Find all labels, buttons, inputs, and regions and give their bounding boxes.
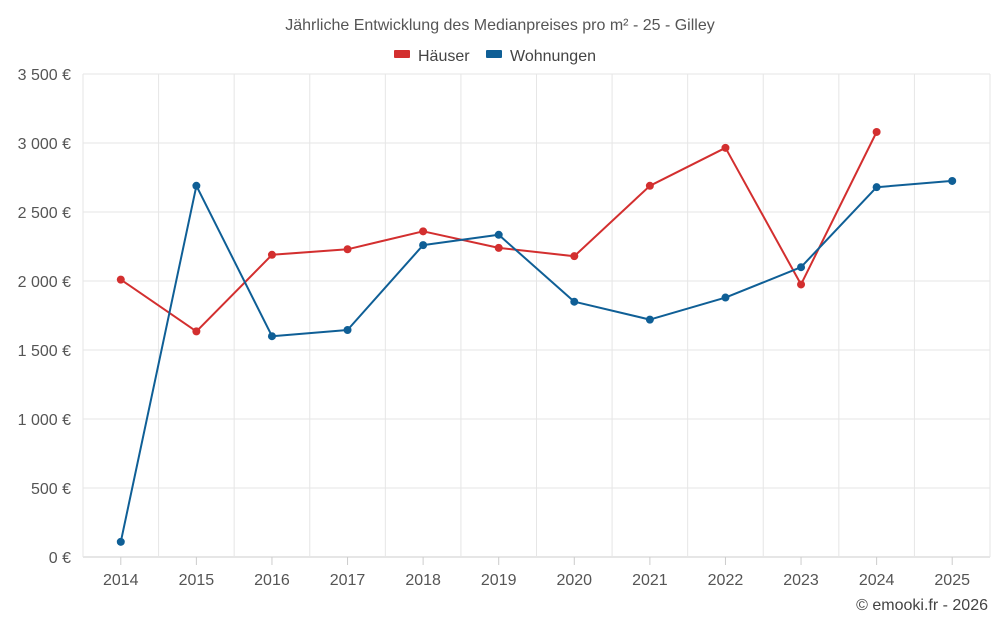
x-tick-label: 2017 [330,572,366,589]
data-point-wohnungen[interactable] [570,297,579,306]
data-point-wohnungen[interactable] [192,181,201,190]
y-tick-label: 3 000 € [18,136,71,153]
chart-credit: © emooki.fr - 2026 [856,597,988,614]
x-tick-label: 2020 [556,572,592,589]
data-point-haeuser[interactable] [570,252,579,261]
x-tick-label: 2022 [708,572,744,589]
data-point-wohnungen[interactable] [872,183,881,192]
x-tick-label: 2024 [859,572,895,589]
data-point-haeuser[interactable] [872,127,881,136]
legend-item-wohnungen[interactable]: Wohnungen [486,48,596,65]
y-tick-label: 500 € [31,481,71,498]
series [116,127,957,546]
legend-swatch-haeuser [394,50,410,58]
data-point-haeuser[interactable] [116,275,125,284]
legend-swatch-wohnungen [486,50,502,58]
y-axis-ticks: 0 € 500 € 1 000 € 1 500 € 2 000 € 2 500 € 3 00… [18,67,71,567]
x-tick-label: 2015 [179,572,215,589]
legend-label-haeuser: Häuser [418,48,470,65]
data-point-wohnungen[interactable] [645,315,654,324]
data-point-haeuser[interactable] [494,243,503,252]
chart-title: Jährliche Entwicklung des Medianpreises … [285,17,715,34]
data-point-wohnungen[interactable] [267,332,276,341]
data-point-haeuser[interactable] [192,327,201,336]
data-point-wohnungen[interactable] [116,537,125,546]
data-point-wohnungen[interactable] [721,293,730,302]
data-point-haeuser[interactable] [419,227,428,236]
data-point-wohnungen[interactable] [948,176,957,185]
grid [82,73,991,558]
data-point-wohnungen[interactable] [494,230,503,239]
x-tick-label: 2021 [632,572,668,589]
x-tick-label: 2025 [934,572,970,589]
x-tick-label: 2018 [405,572,441,589]
data-point-wohnungen[interactable] [419,241,428,250]
legend-label-wohnungen: Wohnungen [510,48,596,65]
x-tick-label: 2023 [783,572,819,589]
y-tick-label: 0 € [49,550,71,567]
y-tick-label: 2 500 € [18,205,71,222]
legend-item-haeuser[interactable]: Häuser [394,48,470,65]
legend: Häuser Wohnungen [394,48,596,65]
y-tick-label: 1 000 € [18,412,71,429]
data-point-haeuser[interactable] [267,250,276,259]
data-point-haeuser[interactable] [343,245,352,254]
data-point-wohnungen[interactable] [343,325,352,334]
data-point-wohnungen[interactable] [797,263,806,272]
x-axis-ticks: 2014 2015 2016 2017 2018 2019 2020 2021 2022 2023… [103,557,970,589]
y-tick-label: 3 500 € [18,67,71,84]
y-tick-label: 1 500 € [18,343,71,360]
data-point-haeuser[interactable] [645,181,654,190]
x-tick-label: 2016 [254,572,290,589]
x-tick-label: 2019 [481,572,517,589]
data-point-haeuser[interactable] [721,143,730,152]
data-point-haeuser[interactable] [797,280,806,289]
y-tick-label: 2 000 € [18,274,71,291]
x-tick-label: 2014 [103,572,139,589]
series-line-wohnungen [119,179,953,543]
